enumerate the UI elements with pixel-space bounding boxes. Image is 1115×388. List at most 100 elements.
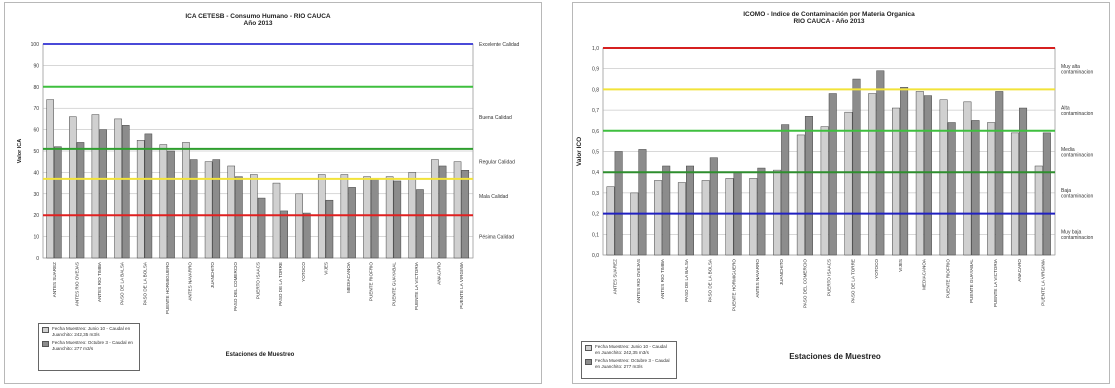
bar	[614, 151, 623, 256]
bar	[995, 91, 1004, 256]
x-tick-label: YOTOCO	[874, 259, 879, 279]
legend-swatch-october	[42, 341, 49, 347]
y-tick-label: 70	[33, 106, 39, 112]
bar	[159, 144, 168, 259]
x-tick-label: ANTES RIO TIMBA	[660, 258, 665, 299]
bar	[295, 193, 303, 259]
bar	[136, 140, 145, 259]
bar	[54, 146, 62, 259]
legend-label-june: Fecha Muestreo: Junio 10 - Caudal en Jua…	[52, 326, 131, 337]
x-tick-label: MEDIACANOA	[922, 258, 927, 290]
bar	[987, 122, 996, 256]
y-tick-label: 0,4	[592, 170, 599, 176]
y-tick-label: 100	[31, 42, 40, 48]
chart-subtitle: RIO CAUCA - Año 2013	[793, 18, 864, 25]
y-tick-label: 50	[33, 149, 39, 155]
zone-label: contaminacion	[1061, 69, 1093, 75]
zone-label: Regular Calidad	[479, 160, 515, 166]
legend-swatch-october	[585, 359, 592, 365]
bar	[757, 167, 766, 256]
bar	[69, 116, 77, 259]
y-axis-label: Valor ICO	[576, 137, 583, 166]
x-tick-label: PASO DE LA BOLSA	[708, 258, 713, 302]
bar	[638, 149, 647, 256]
bar	[91, 114, 100, 259]
legend-item: Fecha Muestreo: Octubre 3 - Caudal en Ju…	[585, 358, 673, 370]
bar	[99, 129, 107, 259]
bar	[416, 189, 424, 259]
legend-item: Fecha Muestreo: Junio 10 - Caudal en Jua…	[42, 326, 136, 338]
zone-label: Baja	[1061, 188, 1071, 194]
zone-label: Excelente Calidad	[479, 42, 520, 48]
y-tick-label: 0,3	[592, 191, 599, 197]
y-tick-label: 0	[36, 256, 39, 262]
legend-label-october: Fecha Muestreo: Octubre 3 - Caudal en Ju…	[52, 340, 133, 351]
x-tick-label: PUENTE GUAYABAL	[391, 262, 396, 306]
bar	[915, 91, 924, 256]
x-tick-label: ANTES RIO OVEJAS	[74, 262, 79, 306]
bar	[852, 78, 861, 256]
ica-legend: Fecha Muestreo: Junio 10 - Caudal en Jua…	[38, 323, 140, 371]
bar	[250, 174, 258, 259]
x-tick-label: PASO DE LA TORRE	[278, 262, 283, 306]
bar	[257, 197, 266, 259]
bar	[189, 159, 198, 259]
bar	[272, 182, 281, 259]
zone-label: Buena Calidad	[479, 115, 512, 121]
x-tick-label: ANTES RIO OVEJAS	[636, 259, 641, 303]
legend-swatch-june	[42, 327, 49, 333]
x-tick-label: ANTES NAVARRO	[188, 262, 193, 301]
bar	[892, 107, 901, 256]
bar	[781, 124, 790, 256]
y-tick-label: 30	[33, 192, 39, 198]
icomo-legend: Fecha Muestreo: Junio 10 - Caudal en Jua…	[581, 341, 677, 379]
legend-swatch-june	[585, 345, 592, 351]
bar	[677, 182, 686, 256]
bar	[686, 165, 695, 256]
icomo-chart: 0,0 0,1 0,2 0,3 0,4 0,5 0,6 0,7 0,8 0,9 1,0 ANTES S…	[576, 11, 1093, 361]
bar	[1042, 132, 1051, 256]
y-tick-label: 80	[33, 85, 39, 91]
bar	[431, 159, 439, 259]
bar	[114, 118, 122, 259]
bar	[796, 134, 805, 256]
bar	[76, 142, 85, 259]
bar	[363, 176, 371, 259]
bar	[370, 178, 379, 259]
x-tick-label: ANTES NAVARRO	[755, 259, 760, 298]
chart-subtitle: Año 2013	[244, 20, 273, 27]
y-tick-label: 0,2	[592, 212, 599, 218]
x-axis-label: Estaciones de Muestreo	[789, 352, 881, 361]
y-tick-label: 0,8	[592, 87, 599, 93]
zone-label: contaminacion	[1061, 111, 1093, 117]
bar	[900, 87, 909, 256]
x-tick-label: PUENTE RIOFRIO	[369, 262, 374, 301]
bar	[348, 187, 356, 259]
y-tick-label: 90	[33, 63, 39, 69]
y-tick-label: 0,6	[592, 129, 599, 135]
bar	[654, 180, 663, 256]
bar	[121, 125, 130, 259]
x-axis-label: Estaciones de Muestreo	[226, 352, 295, 358]
bar	[844, 111, 853, 256]
bar	[461, 170, 470, 259]
bar	[662, 165, 671, 256]
x-tick-label: ANTES SUAREZ	[52, 262, 57, 297]
y-tick-label: 40	[33, 170, 39, 176]
bar	[820, 126, 829, 256]
bar	[182, 142, 190, 259]
x-tick-label: PUENTE LA VICTORIA	[414, 261, 419, 310]
bar	[453, 161, 462, 259]
bar	[1019, 107, 1028, 256]
y-axis-label: Valor ICA	[17, 139, 23, 163]
x-tick-label: JUANCHITO	[779, 259, 784, 286]
x-tick-label: PASO DEL COMERCIO	[803, 259, 808, 308]
x-tick-label: ANTES RIO TIMBA	[97, 261, 102, 302]
y-tick-label: 0,7	[592, 108, 599, 114]
y-tick-label: 1,0	[592, 46, 599, 52]
y-tick-label: 0,0	[592, 253, 599, 259]
bar	[709, 157, 718, 256]
zone-label: Alta	[1061, 105, 1070, 111]
bar	[828, 93, 837, 256]
bar	[804, 116, 813, 256]
